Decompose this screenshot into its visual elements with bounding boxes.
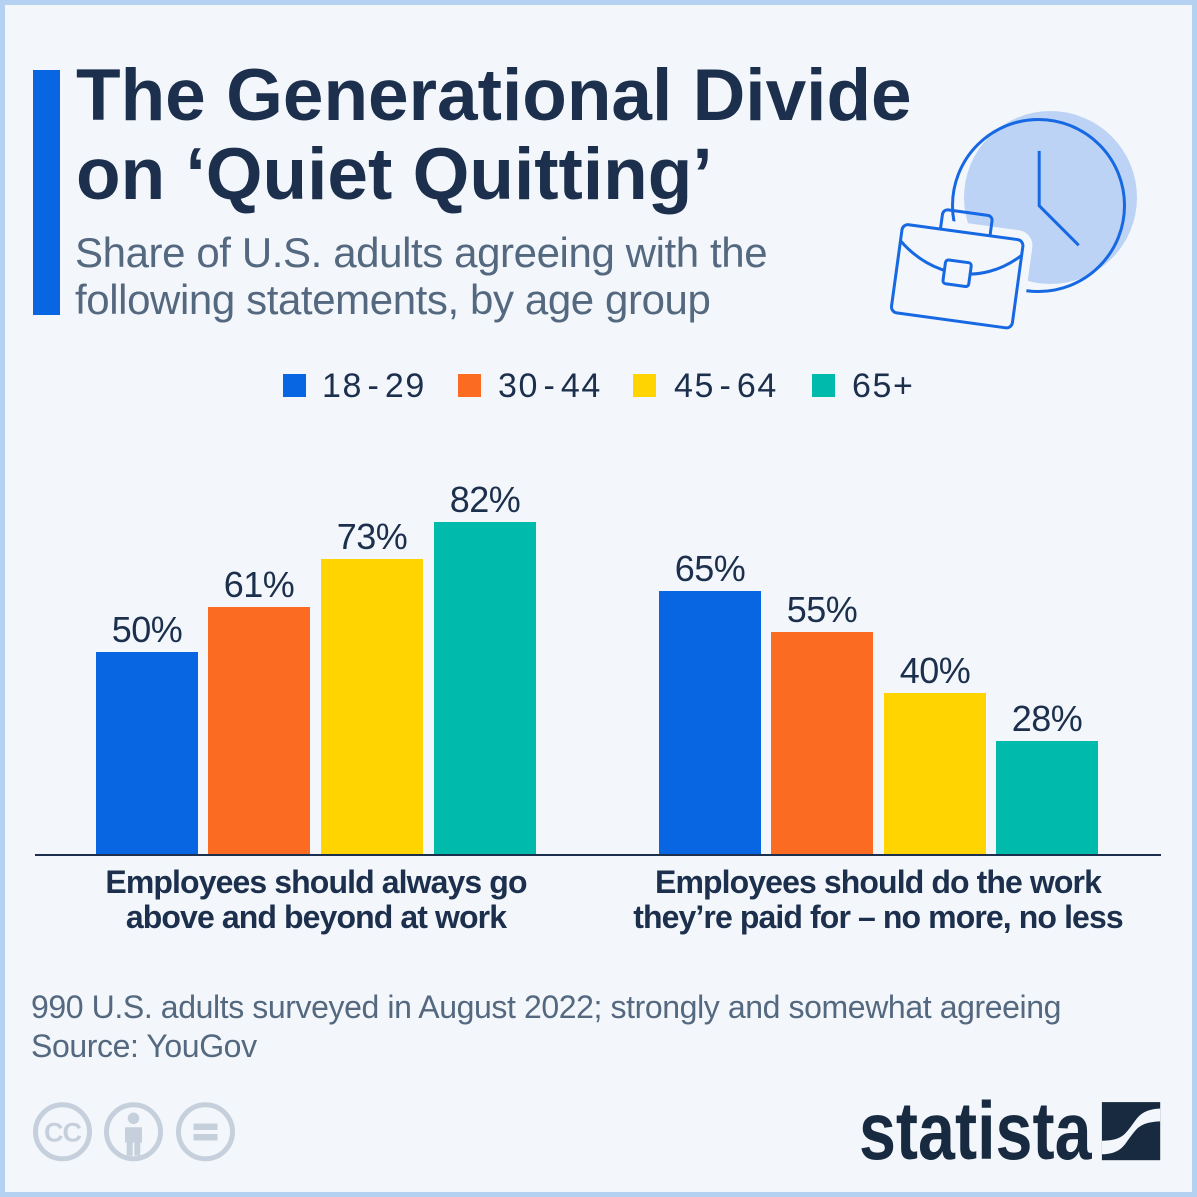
svg-text:statista: statista — [859, 1095, 1092, 1167]
svg-text:CC: CC — [44, 1117, 81, 1147]
